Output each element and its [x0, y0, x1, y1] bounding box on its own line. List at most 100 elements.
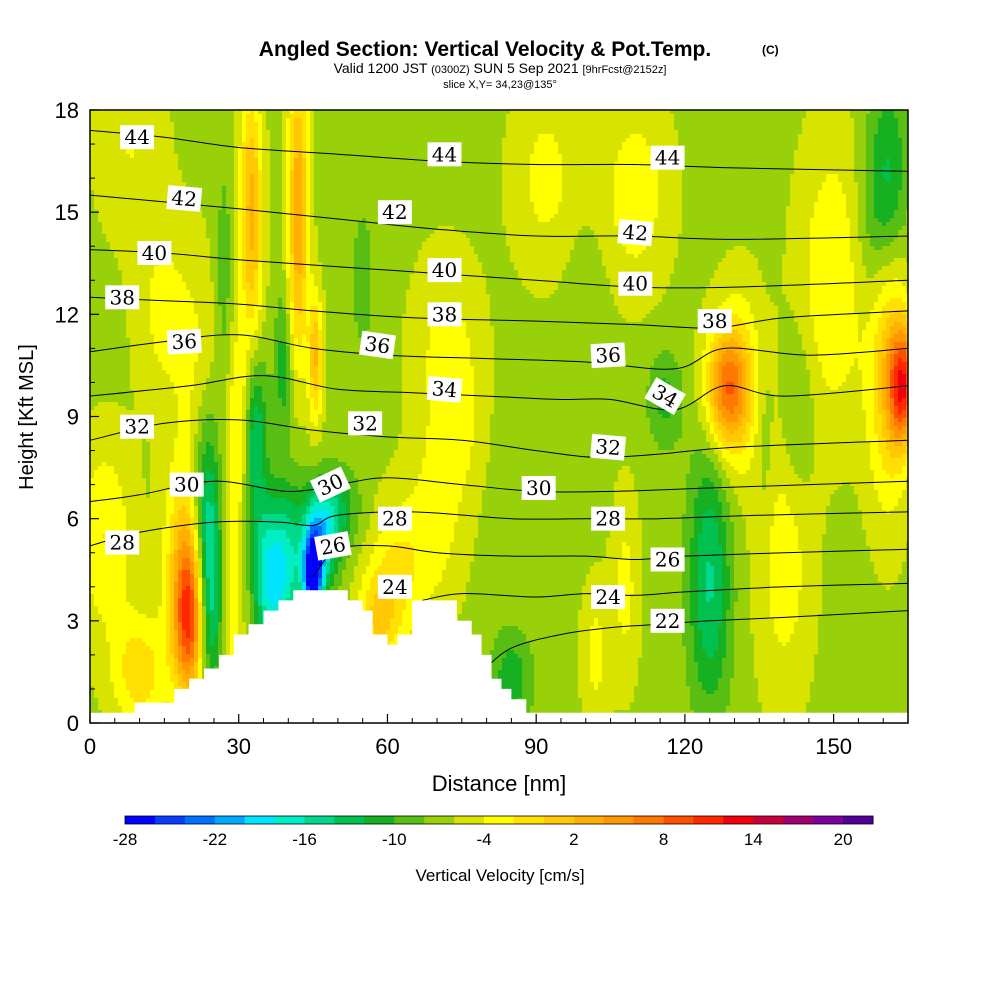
- velocity-cell: [462, 114, 467, 119]
- velocity-cell: [458, 134, 463, 139]
- velocity-cell: [390, 134, 395, 139]
- velocity-cell: [242, 114, 247, 119]
- velocity-cell: [306, 118, 311, 123]
- velocity-cell: [658, 118, 663, 123]
- velocity-cell: [846, 130, 851, 135]
- velocity-cell: [606, 118, 611, 123]
- velocity-cell: [502, 122, 507, 127]
- velocity-cell: [294, 126, 299, 131]
- velocity-cell: [842, 126, 847, 131]
- velocity-cell: [862, 114, 867, 119]
- velocity-cell: [126, 114, 131, 119]
- velocity-cell: [786, 130, 791, 135]
- velocity-cell: [626, 134, 631, 139]
- velocity-cell: [354, 122, 359, 127]
- velocity-cell: [126, 118, 131, 123]
- velocity-cell: [854, 134, 859, 139]
- velocity-cell: [526, 122, 531, 127]
- velocity-cell: [530, 126, 535, 131]
- velocity-cell: [502, 130, 507, 135]
- velocity-cell: [462, 138, 467, 143]
- velocity-cell: [454, 130, 459, 135]
- velocity-cell: [854, 114, 859, 119]
- velocity-cell: [350, 122, 355, 127]
- velocity-cell: [598, 114, 603, 119]
- velocity-cell: [450, 130, 455, 135]
- velocity-cell: [134, 118, 139, 123]
- velocity-cell: [858, 126, 863, 131]
- velocity-cell: [182, 126, 187, 131]
- velocity-cell: [566, 138, 571, 143]
- velocity-cell: [394, 138, 399, 143]
- velocity-cell: [198, 114, 203, 119]
- velocity-cell: [102, 126, 107, 131]
- velocity-cell: [158, 114, 163, 119]
- velocity-cell: [570, 130, 575, 135]
- velocity-cell: [534, 118, 539, 123]
- velocity-cell: [162, 126, 167, 131]
- velocity-cell: [866, 122, 871, 127]
- velocity-cell: [590, 114, 595, 119]
- velocity-cell: [302, 126, 307, 131]
- velocity-cell: [842, 122, 847, 127]
- velocity-cell: [214, 130, 219, 135]
- velocity-cell: [254, 134, 259, 139]
- velocity-cell: [234, 126, 239, 131]
- velocity-cell: [474, 134, 479, 139]
- velocity-cell: [826, 118, 831, 123]
- velocity-cell: [478, 122, 483, 127]
- velocity-cell: [822, 134, 827, 139]
- velocity-cell: [462, 134, 467, 139]
- velocity-cell: [222, 130, 227, 135]
- velocity-cell: [250, 114, 255, 119]
- velocity-cell: [762, 118, 767, 123]
- velocity-cell: [106, 126, 111, 131]
- velocity-cell: [242, 126, 247, 131]
- velocity-cell: [278, 114, 283, 119]
- velocity-cell: [830, 114, 835, 119]
- velocity-cell: [690, 134, 695, 139]
- velocity-cell: [738, 130, 743, 135]
- velocity-cell: [762, 134, 767, 139]
- velocity-cell: [330, 130, 335, 135]
- velocity-cell: [826, 134, 831, 139]
- velocity-cell: [330, 122, 335, 127]
- velocity-cell: [386, 114, 391, 119]
- velocity-cell: [362, 118, 367, 123]
- velocity-cell: [606, 122, 611, 127]
- velocity-cell: [582, 114, 587, 119]
- velocity-cell: [606, 114, 611, 119]
- velocity-cell: [886, 114, 891, 119]
- velocity-cell: [266, 138, 271, 143]
- velocity-cell: [742, 134, 747, 139]
- velocity-cell: [610, 114, 615, 119]
- velocity-cell: [578, 138, 583, 143]
- velocity-cell: [658, 122, 663, 127]
- velocity-cell: [154, 114, 159, 119]
- velocity-cell: [530, 130, 535, 135]
- velocity-cell: [334, 134, 339, 139]
- velocity-cell: [230, 138, 235, 143]
- velocity-cell: [542, 122, 547, 127]
- velocity-cell: [454, 126, 459, 131]
- velocity-cell: [790, 118, 795, 123]
- velocity-cell: [446, 114, 451, 119]
- velocity-cell: [422, 122, 427, 127]
- velocity-cell: [198, 118, 203, 123]
- velocity-cell: [682, 114, 687, 119]
- velocity-cell: [686, 126, 691, 131]
- velocity-cell: [258, 134, 263, 139]
- velocity-cell: [326, 130, 331, 135]
- velocity-cell: [282, 122, 287, 127]
- velocity-cell: [414, 134, 419, 139]
- chart-subtitle-slice: slice X,Y= 34,23@135°: [443, 79, 557, 91]
- velocity-cell: [222, 138, 227, 143]
- velocity-cell: [338, 118, 343, 123]
- velocity-cell: [110, 114, 115, 119]
- velocity-cell: [814, 118, 819, 123]
- velocity-cell: [414, 126, 419, 131]
- velocity-cell: [262, 138, 267, 143]
- velocity-cell: [554, 118, 559, 123]
- velocity-cell: [654, 134, 659, 139]
- velocity-cell: [750, 134, 755, 139]
